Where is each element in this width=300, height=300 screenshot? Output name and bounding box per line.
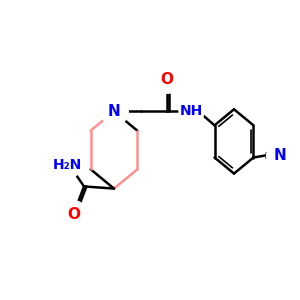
- Text: O: O: [67, 207, 80, 222]
- Text: N: N: [108, 104, 120, 119]
- Text: N: N: [274, 148, 286, 163]
- Text: NH: NH: [179, 104, 203, 118]
- Text: O: O: [160, 72, 173, 87]
- Text: H₂N: H₂N: [53, 158, 82, 172]
